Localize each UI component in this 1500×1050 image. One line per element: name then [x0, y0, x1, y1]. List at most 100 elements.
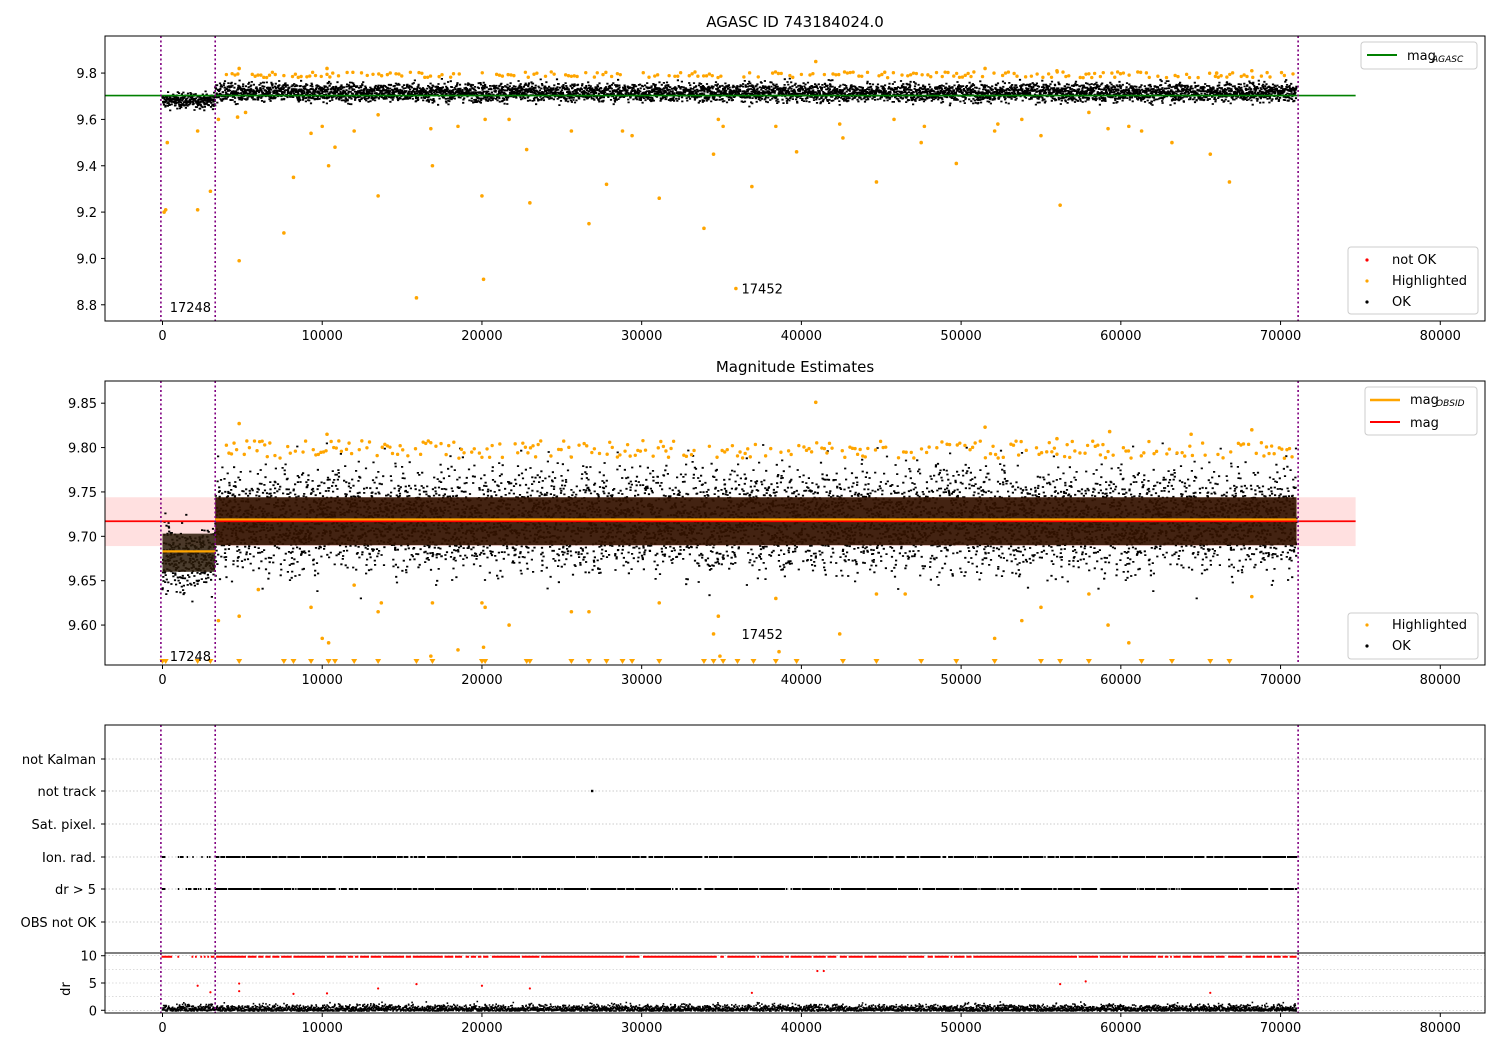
- clipped-marker: [207, 659, 214, 664]
- highlighted-point: [253, 74, 257, 78]
- highlighted-point: [242, 452, 246, 457]
- highlighted-point: [753, 442, 758, 447]
- x-tick-label: 50000: [940, 673, 981, 688]
- highlighted-point: [507, 623, 511, 627]
- highlighted-point: [336, 74, 341, 78]
- highlighted-point: [678, 71, 683, 75]
- highlighted-point: [843, 455, 847, 460]
- dr-outlier-point: [480, 984, 484, 987]
- highlighted-point: [291, 175, 296, 180]
- highlighted-point: [1229, 450, 1233, 454]
- highlighted-point: [224, 443, 229, 447]
- highlighted-point: [233, 73, 237, 77]
- highlighted-point: [452, 440, 456, 444]
- highlighted-point: [1250, 594, 1254, 599]
- highlighted-point: [693, 70, 697, 74]
- highlighted-point: [1170, 140, 1174, 145]
- highlighted-point: [195, 129, 200, 133]
- highlighted-point: [848, 70, 852, 75]
- highlighted-point: [794, 150, 799, 154]
- highlighted-point: [376, 112, 380, 117]
- highlighted-point: [595, 71, 599, 75]
- highlighted-point: [1196, 75, 1200, 80]
- highlighted-point: [769, 446, 773, 451]
- highlighted-point: [390, 451, 395, 456]
- highlighted-point: [716, 614, 721, 618]
- highlighted-point: [472, 447, 476, 451]
- highlighted-point: [609, 74, 614, 79]
- highlighted-point: [417, 70, 421, 75]
- dr-outlier-point: [377, 987, 380, 990]
- clipped-marker: [700, 659, 707, 664]
- highlighted-point: [1203, 453, 1207, 457]
- highlighted-point: [507, 117, 511, 122]
- highlighted-point: [743, 451, 747, 456]
- dr-outlier-point: [822, 969, 825, 973]
- highlighted-point: [1187, 75, 1192, 80]
- highlighted-point: [1242, 73, 1246, 77]
- legend-label: Highlighted: [1392, 618, 1467, 633]
- highlighted-point: [911, 71, 916, 75]
- highlighted-point: [418, 452, 423, 457]
- magnitude-estimates-panel: Magnitude Estimates 17248 17452 0 10000 20000…: [68, 358, 1486, 688]
- highlighted-point: [673, 74, 677, 79]
- highlighted-point: [483, 605, 487, 610]
- highlighted-point: [1176, 74, 1180, 79]
- highlighted-point: [426, 439, 430, 443]
- highlighted-point: [692, 448, 696, 453]
- highlighted-point: [457, 72, 461, 76]
- highlighted-point: [696, 74, 700, 78]
- highlighted-point: [532, 72, 536, 76]
- highlighted-point: [543, 74, 548, 78]
- highlighted-point: [842, 70, 847, 74]
- highlighted-point: [601, 72, 605, 77]
- x-tick-label: 60000: [1100, 329, 1141, 344]
- highlighted-point: [958, 441, 962, 445]
- highlighted-point: [1111, 453, 1115, 457]
- highlighted-point: [992, 129, 997, 133]
- highlighted-point: [903, 592, 908, 596]
- y-tick-label: 9.0: [76, 252, 97, 267]
- highlighted-point: [884, 445, 888, 449]
- dr-outlier-point: [292, 992, 295, 996]
- highlighted-point: [430, 163, 435, 168]
- highlighted-point: [1078, 451, 1082, 455]
- x-tick-label: 80000: [1420, 673, 1461, 688]
- y-tick-label: 9.85: [68, 397, 97, 412]
- highlighted-point: [313, 73, 318, 78]
- highlighted-point: [1039, 133, 1043, 138]
- highlighted-point: [827, 441, 832, 446]
- highlighted-point: [1016, 453, 1021, 457]
- highlighted-point: [569, 129, 574, 133]
- highlighted-point: [1000, 73, 1005, 78]
- highlighted-point: [582, 441, 586, 446]
- highlighted-point: [357, 447, 361, 452]
- highlighted-point: [1087, 72, 1091, 76]
- highlighted-point: [919, 140, 923, 145]
- clipped-marker: [953, 659, 960, 664]
- chart-title: AGASC ID 743184024.0: [706, 13, 884, 31]
- highlighted-point: [347, 441, 351, 445]
- highlighted-point: [1190, 453, 1195, 458]
- highlighted-point: [920, 73, 924, 77]
- highlighted-point: [791, 75, 795, 80]
- legend-subscript: OBSID: [1436, 399, 1465, 409]
- highlighted-point: [682, 453, 686, 457]
- highlighted-point: [1121, 71, 1126, 75]
- highlighted-point: [394, 72, 398, 76]
- clipped-marker: [710, 659, 717, 664]
- highlighted-point: [1009, 442, 1013, 446]
- highlighted-point: [659, 439, 663, 444]
- highlighted-point: [1093, 444, 1097, 449]
- highlighted-point: [252, 439, 257, 443]
- highlighted-point: [1039, 605, 1043, 610]
- highlighted-point: [883, 70, 887, 74]
- legend-swatch: [1365, 623, 1369, 627]
- highlighted-point: [572, 74, 576, 78]
- highlighted-point: [480, 194, 484, 198]
- x-tick-label: 10000: [302, 1021, 343, 1036]
- highlighted-point: [311, 447, 315, 452]
- highlighted-point: [935, 446, 939, 450]
- clipped-marker: [839, 659, 846, 664]
- highlighted-point: [1251, 75, 1255, 80]
